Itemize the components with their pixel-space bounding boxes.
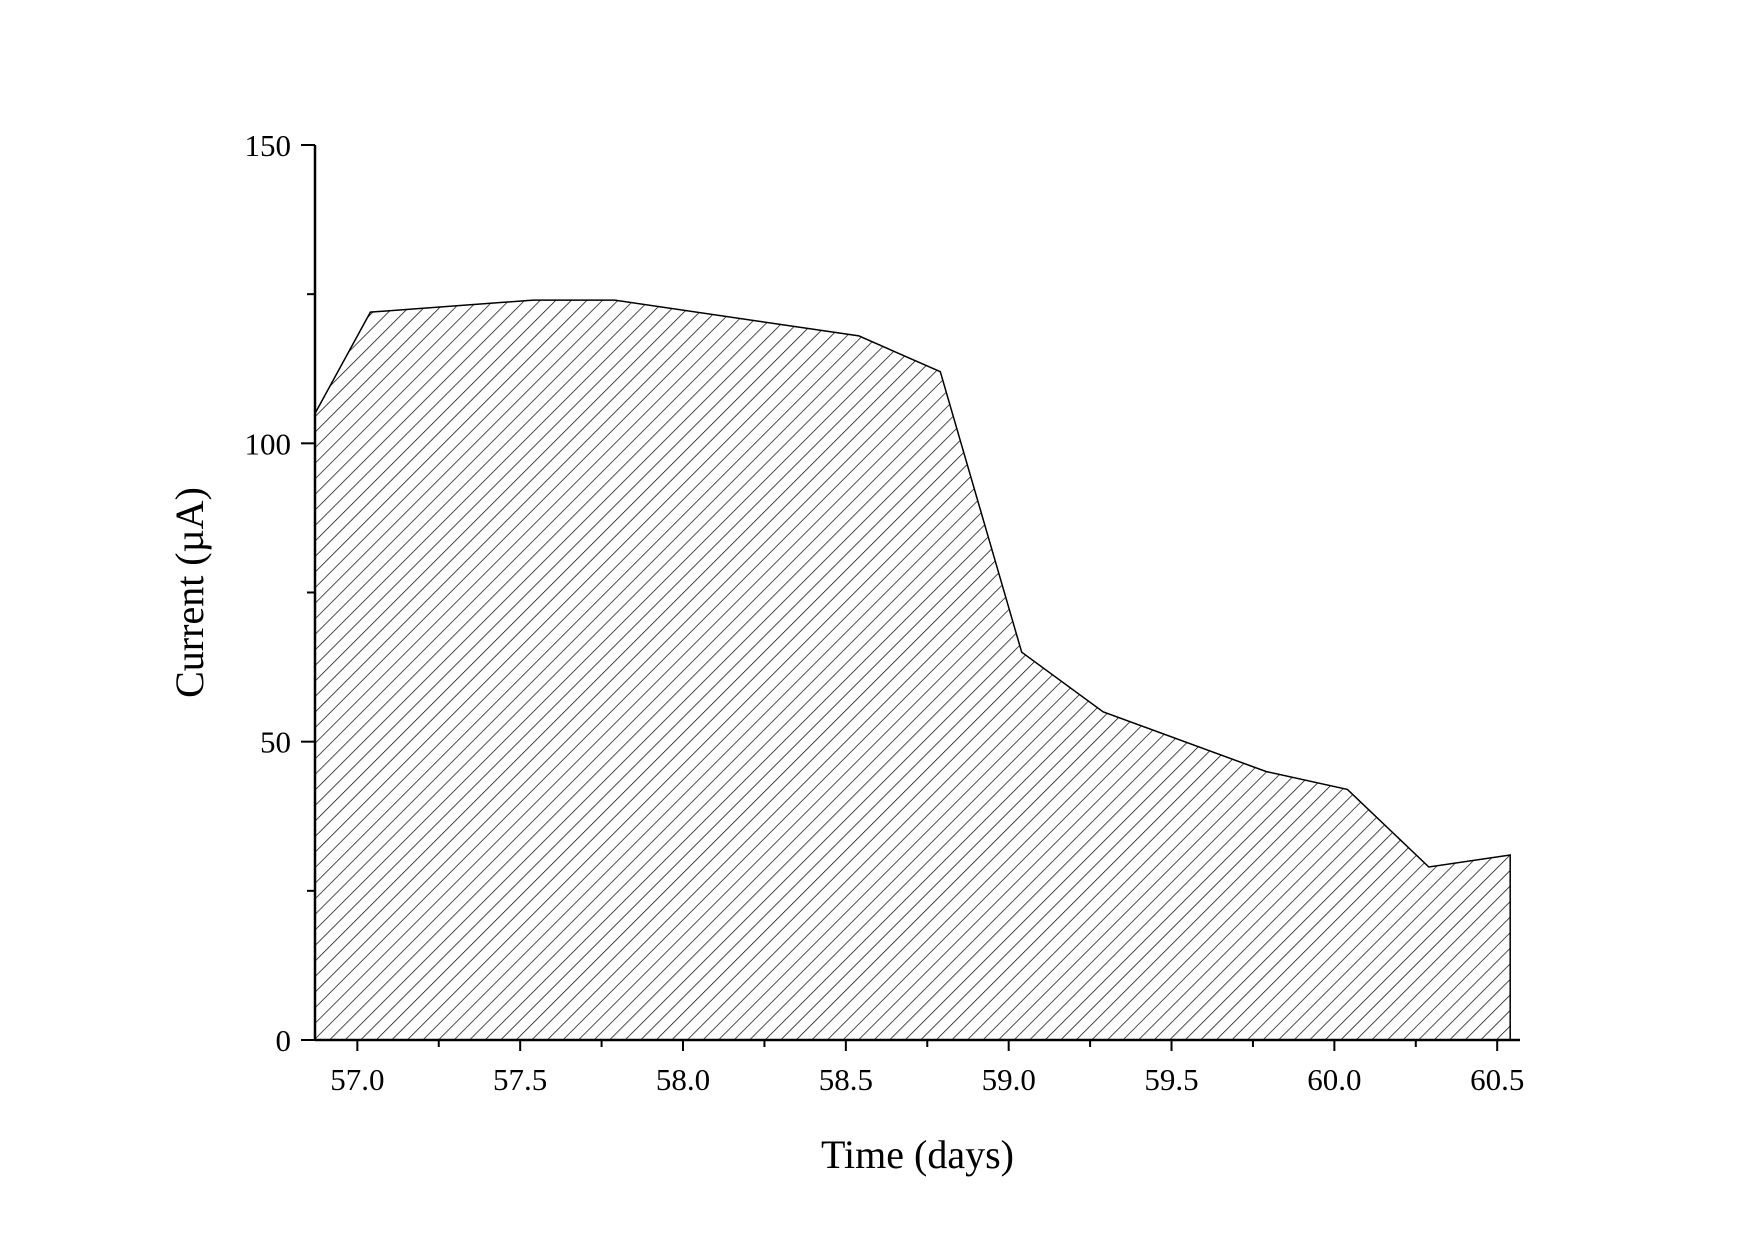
y-tick-label: 100 [245,426,292,461]
x-tick-label: 58.0 [656,1062,710,1097]
x-tick-label: 59.5 [1144,1062,1198,1097]
y-tick-label: 150 [245,128,292,163]
plot-area [314,299,1511,1041]
x-axis-title: Time (days) [821,1132,1014,1177]
y-axis-title: Current (µA) [167,487,212,698]
x-tick-label: 60.5 [1470,1062,1524,1097]
x-tick-label: 58.5 [819,1062,873,1097]
x-tick-label: 57.5 [493,1062,547,1097]
x-axis: 57.0 57.5 58.0 58.5 59.0 59.5 60.0 60.5 [315,1038,1524,1097]
area-fill [314,299,1511,1041]
x-tick-label: 60.0 [1307,1062,1361,1097]
y-axis: 0 50 100 150 [245,128,317,1058]
x-tick-label: 57.0 [330,1062,384,1097]
x-tick-label: 59.0 [982,1062,1036,1097]
y-tick-label: 0 [276,1023,292,1058]
y-tick-label: 50 [260,725,291,760]
